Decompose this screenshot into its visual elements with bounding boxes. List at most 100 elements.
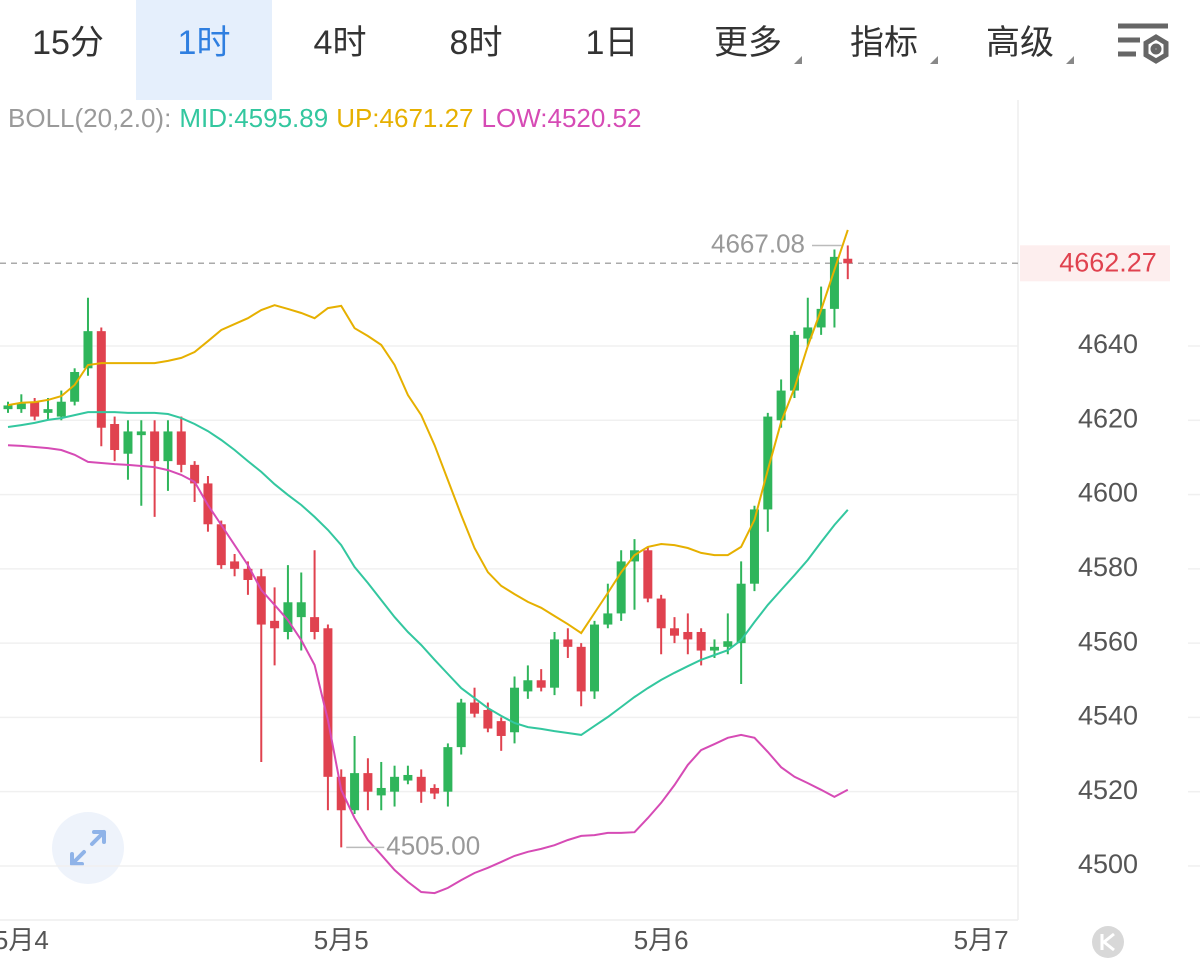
legend-indicator: BOLL(20,2.0): [8,103,171,133]
y-tick-label: 4620 [1078,403,1138,433]
candle-body [843,258,853,264]
candle-body [163,431,173,462]
candle-body [136,431,146,436]
tab-label: 高级 [986,24,1054,62]
candle-body [523,680,533,692]
dropdown-arrow [794,56,802,64]
candle-body [350,773,360,811]
candle-body [30,401,40,417]
candle-body [536,680,546,688]
candle-body [723,641,733,647]
candle-body [616,561,626,614]
y-tick-label: 4600 [1078,478,1138,508]
candle-body [736,583,746,644]
candle-body [283,602,293,632]
tab-label: 1时 [178,24,231,62]
tab-label: 更多 [714,24,782,62]
legend-entry: LOW:4520.52 [482,103,642,133]
candle-body [683,631,693,640]
icon-dot [1150,43,1162,55]
candle-body [310,617,320,632]
dropdown-arrow [1066,56,1074,64]
candle-body [749,509,759,584]
candle-body [576,646,586,692]
expand-button[interactable] [52,812,124,884]
tab[interactable]: 1时 [136,0,272,100]
candle-body [83,331,93,369]
candle-body [550,639,560,688]
x-tick-label: 5月4 [0,925,49,955]
tab-label: 8时 [450,24,503,62]
tab-label: 15分 [32,24,104,62]
tab-label: 指标 [850,24,918,62]
tab[interactable]: 1日 [586,24,639,62]
candle-body [590,624,600,692]
candle-body [296,602,306,618]
candle-body [510,687,520,733]
tab[interactable]: 8时 [450,24,503,62]
tab[interactable]: 15分 [32,24,104,62]
y-tick-label: 4520 [1078,775,1138,805]
tab[interactable]: 4时 [314,24,367,62]
min-label: 4505.00 [386,830,480,860]
legend: BOLL(20,2.0): MID:4595.89 UP:4671.27 LOW:45… [8,103,641,133]
candle-body [643,550,653,599]
candle-body [390,776,400,792]
max-label: 4667.08 [711,228,805,258]
candle-body [243,568,253,580]
candle-body [829,256,839,309]
y-tick-label: 4640 [1078,329,1138,359]
candle-body [336,776,346,811]
candle-body [563,639,573,647]
tab-label: 1日 [586,24,639,62]
candle-body [16,403,26,410]
candle-body [416,776,426,792]
candle-body [816,308,826,328]
x-tick-label: 5月7 [954,925,1009,955]
candle-body [43,409,53,413]
boll-line [7,444,849,895]
settings-icon[interactable] [1118,23,1169,64]
tab[interactable]: 高级 [986,24,1074,64]
candle-body [709,646,719,651]
y-tick-label: 4580 [1078,552,1138,582]
candle-body [789,334,799,391]
candle-body [443,747,453,792]
tab-label: 4时 [314,24,367,62]
y-tick-label: 4500 [1078,849,1138,879]
tab[interactable]: 更多 [714,24,802,64]
expand-arrow [90,830,106,846]
candle-body [190,464,200,484]
x-tick-label: 5月6 [634,925,689,955]
candle-body [376,787,386,796]
candle-body [403,774,413,781]
candle-body [3,405,13,410]
k-button[interactable] [1092,926,1124,958]
candle-body [430,787,440,794]
boll-line [7,411,849,736]
candle-body [603,613,613,625]
candle-body [669,628,679,636]
candle-body [123,431,133,454]
candle-body [56,401,66,417]
candle-body [696,631,706,651]
plot [0,229,1018,895]
candle-body [176,431,186,465]
candle-body [70,372,80,402]
candle-body [323,628,333,777]
candle-body [230,561,240,569]
tab-bar: 15分 1时 4时 8时 1日 更多 指标 高级 [32,0,1074,100]
candle-body [456,702,466,748]
current-price-tag [1020,245,1170,282]
current-price-label: 4662.27 [1059,247,1157,277]
candle-body [656,598,666,629]
dropdown-arrow [930,56,938,64]
icon-hex [1143,34,1169,64]
candle-body [96,331,106,428]
tab[interactable]: 指标 [850,24,938,64]
candle-body [110,424,120,451]
candle-body [803,327,813,339]
